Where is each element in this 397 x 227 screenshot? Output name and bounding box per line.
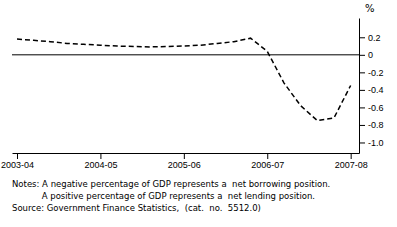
x-tick-mark <box>184 153 185 159</box>
line <box>17 38 351 120</box>
x-tick-mark <box>351 153 352 159</box>
y-tick-mark <box>359 90 365 91</box>
y-label: % <box>365 3 375 14</box>
x-tick-label: 2006-07 <box>251 160 284 170</box>
y-axis: -1.0 -0.8 -0.6 -0.4 -0.2 0 0.2 <box>359 19 384 154</box>
x-tick-mark <box>267 153 268 159</box>
x-tick-label: 2004-05 <box>84 160 117 170</box>
x-tick-mark <box>100 153 101 159</box>
reference-line <box>12 54 359 55</box>
x-tick-label: 2007-08 <box>335 160 368 170</box>
y-tick-mark <box>359 107 365 108</box>
y-tick-label: 0 <box>368 50 373 60</box>
note: A positive percentage of GDP represents … <box>12 191 315 201</box>
y-tick-mark <box>359 125 365 126</box>
y-tick-mark <box>359 37 365 38</box>
y-tick: 0 <box>359 50 373 60</box>
chart: 2003-042004-052005-062006-072007-08-1.0-… <box>0 0 397 227</box>
x-tick: 2005-06 <box>168 153 201 170</box>
y-tick: -0.6 <box>359 103 384 113</box>
y-tick: 0.2 <box>359 33 381 43</box>
x-tick: 2006-07 <box>251 153 284 170</box>
x-tick: 2007-08 <box>335 153 368 170</box>
y-tick-label: -0.6 <box>368 103 384 113</box>
x-tick: 2003-04 <box>1 153 34 170</box>
y-tick-label: -1.0 <box>368 138 384 148</box>
y-tick: -0.2 <box>359 68 384 78</box>
y-axis-line <box>359 19 360 154</box>
note: Source: Government Finance Statistics, (… <box>12 203 261 213</box>
y-tick-label: -0.2 <box>368 68 384 78</box>
y-tick-label: -0.8 <box>368 120 384 130</box>
y-tick-mark <box>359 55 365 56</box>
x-axis-line <box>13 153 360 154</box>
y-tick: -0.8 <box>359 120 384 130</box>
note: Notes: A negative percentage of GDP repr… <box>12 179 330 189</box>
y-tick-label: 0.2 <box>368 33 381 43</box>
y-tick-mark <box>359 142 365 143</box>
y-tick-label: -0.4 <box>368 85 384 95</box>
y-tick: -0.4 <box>359 85 384 95</box>
y-tick-mark <box>359 72 365 73</box>
x-tick: 2004-05 <box>84 153 117 170</box>
marks <box>12 38 359 120</box>
plot: 2003-042004-052005-062006-072007-08-1.0-… <box>1 3 384 170</box>
y-tick: -1.0 <box>359 138 384 148</box>
x-tick-label: 2005-06 <box>168 160 201 170</box>
x-tick-label: 2003-04 <box>1 160 34 170</box>
x-tick-mark <box>17 153 18 159</box>
x-axis: 2003-04 2004-05 2005-06 2006-07 2007-08 <box>1 153 368 170</box>
